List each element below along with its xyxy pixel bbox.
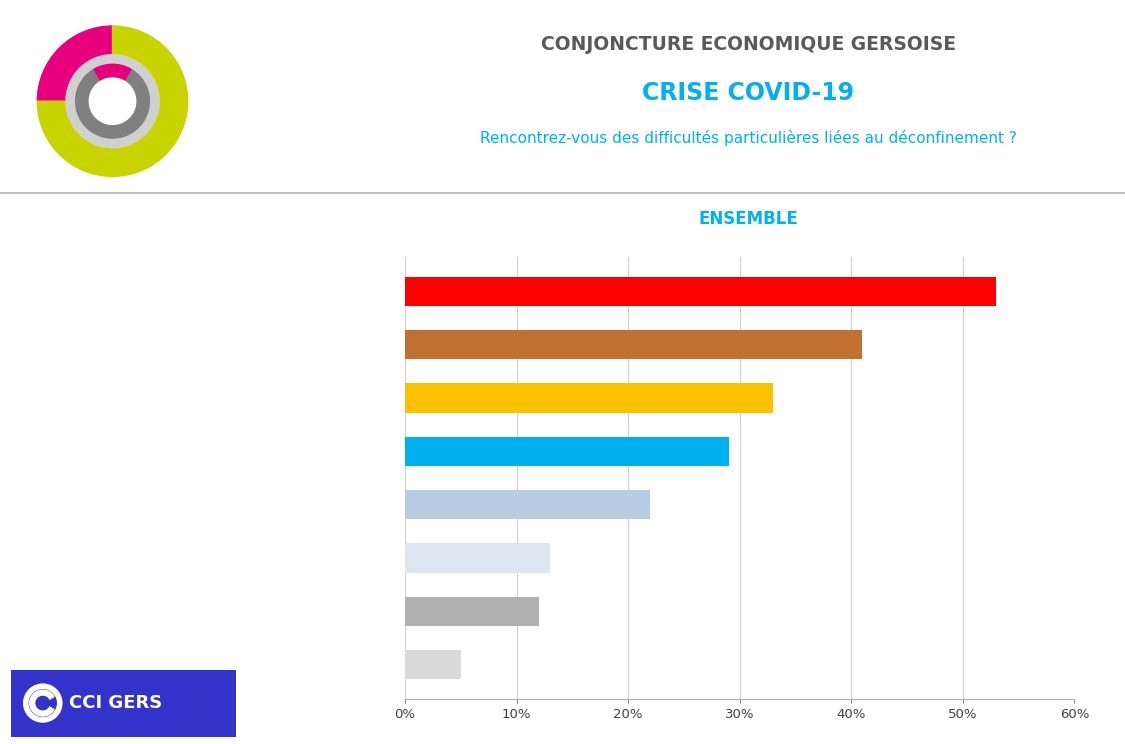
Wedge shape bbox=[66, 55, 159, 147]
Wedge shape bbox=[75, 69, 150, 138]
Wedge shape bbox=[37, 26, 112, 101]
Bar bbox=[405, 330, 863, 359]
Text: CONJONCTURE ECONOMIQUE GERSOISE: CONJONCTURE ECONOMIQUE GERSOISE bbox=[541, 35, 955, 54]
Circle shape bbox=[29, 690, 56, 716]
Bar bbox=[405, 543, 550, 573]
Wedge shape bbox=[29, 690, 54, 716]
Bar bbox=[405, 383, 773, 413]
Text: CCI GERS: CCI GERS bbox=[69, 694, 162, 712]
FancyBboxPatch shape bbox=[6, 665, 242, 741]
Bar bbox=[405, 597, 539, 626]
Circle shape bbox=[24, 684, 62, 722]
Text: CRISE COVID-19: CRISE COVID-19 bbox=[642, 81, 854, 105]
Bar bbox=[405, 490, 650, 519]
Text: ENSEMBLE: ENSEMBLE bbox=[699, 210, 798, 228]
Bar bbox=[405, 277, 997, 306]
Bar bbox=[405, 437, 729, 466]
Wedge shape bbox=[94, 64, 130, 80]
Wedge shape bbox=[37, 26, 188, 176]
Bar bbox=[405, 650, 461, 679]
Text: Rencontrez-vous des difficultés particulières liées au déconfinement ?: Rencontrez-vous des difficultés particul… bbox=[479, 129, 1017, 146]
